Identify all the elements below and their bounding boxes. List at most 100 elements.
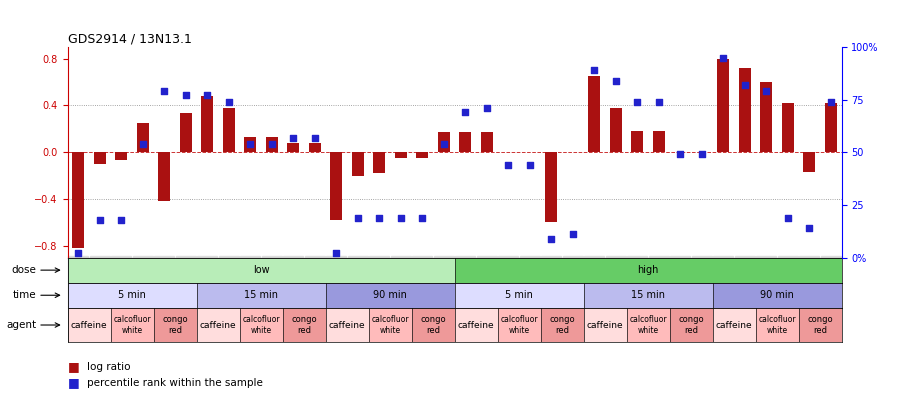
Text: caffeine: caffeine bbox=[458, 320, 494, 330]
Text: log ratio: log ratio bbox=[87, 362, 130, 371]
Bar bbox=[266, 137, 278, 152]
Point bbox=[523, 162, 537, 168]
Point bbox=[136, 141, 150, 147]
Bar bbox=[283, 308, 326, 342]
Bar bbox=[395, 152, 407, 158]
Bar bbox=[798, 308, 842, 342]
Text: calcofluor
white: calcofluor white bbox=[242, 315, 280, 335]
Bar bbox=[713, 283, 842, 308]
Bar bbox=[541, 308, 583, 342]
Bar bbox=[739, 68, 751, 152]
Bar bbox=[583, 283, 713, 308]
Bar bbox=[239, 308, 283, 342]
Bar bbox=[670, 308, 713, 342]
Bar bbox=[180, 113, 192, 152]
Bar bbox=[782, 103, 794, 152]
Text: 90 min: 90 min bbox=[760, 290, 794, 300]
Bar bbox=[154, 308, 196, 342]
Point bbox=[759, 88, 773, 94]
Point bbox=[415, 214, 429, 221]
Bar bbox=[437, 132, 450, 152]
Point bbox=[372, 214, 386, 221]
Point bbox=[501, 162, 516, 168]
Text: congo
red: congo red bbox=[292, 315, 317, 335]
Bar bbox=[760, 82, 772, 152]
Text: GDS2914 / 13N13.1: GDS2914 / 13N13.1 bbox=[68, 33, 192, 46]
Bar bbox=[626, 308, 670, 342]
Bar bbox=[244, 137, 256, 152]
Bar bbox=[824, 103, 837, 152]
Text: caffeine: caffeine bbox=[328, 320, 365, 330]
Text: calcofluor
white: calcofluor white bbox=[629, 315, 667, 335]
Bar bbox=[481, 132, 492, 152]
Bar bbox=[137, 123, 148, 152]
Bar bbox=[610, 108, 622, 152]
Bar bbox=[202, 96, 213, 152]
Point bbox=[565, 231, 580, 238]
Bar bbox=[454, 308, 498, 342]
Point bbox=[544, 235, 558, 242]
Bar bbox=[652, 131, 665, 152]
Point bbox=[716, 54, 731, 61]
Bar bbox=[583, 308, 626, 342]
Point bbox=[436, 141, 451, 147]
Bar bbox=[111, 308, 154, 342]
Point bbox=[178, 92, 193, 99]
Point bbox=[114, 216, 129, 223]
Bar bbox=[326, 308, 368, 342]
Text: congo
red: congo red bbox=[807, 315, 833, 335]
Text: calcofluor
white: calcofluor white bbox=[500, 315, 538, 335]
Text: dose: dose bbox=[12, 265, 37, 275]
Point bbox=[824, 98, 838, 105]
Point bbox=[652, 98, 666, 105]
Point bbox=[200, 92, 214, 99]
Point bbox=[630, 98, 644, 105]
Bar bbox=[352, 152, 364, 176]
Bar bbox=[115, 152, 127, 160]
Text: 15 min: 15 min bbox=[244, 290, 278, 300]
Text: caffeine: caffeine bbox=[200, 320, 237, 330]
Bar bbox=[717, 59, 729, 152]
Text: agent: agent bbox=[6, 320, 37, 330]
Bar bbox=[498, 308, 541, 342]
Bar bbox=[459, 132, 472, 152]
Bar bbox=[713, 308, 755, 342]
Point bbox=[329, 250, 344, 257]
Point bbox=[587, 67, 601, 73]
Bar bbox=[411, 308, 454, 342]
Text: high: high bbox=[637, 265, 659, 275]
Bar bbox=[631, 131, 644, 152]
Bar bbox=[545, 152, 557, 222]
Bar bbox=[72, 152, 85, 248]
Bar bbox=[755, 308, 798, 342]
Point bbox=[157, 88, 171, 94]
Text: percentile rank within the sample: percentile rank within the sample bbox=[87, 378, 263, 388]
Point bbox=[480, 105, 494, 111]
Point bbox=[71, 250, 86, 257]
Point bbox=[265, 141, 279, 147]
Bar bbox=[330, 152, 342, 220]
Text: calcofluor
white: calcofluor white bbox=[113, 315, 151, 335]
Text: 5 min: 5 min bbox=[505, 290, 533, 300]
Point bbox=[286, 134, 301, 141]
Bar bbox=[326, 283, 454, 308]
Bar bbox=[94, 152, 105, 164]
Bar bbox=[68, 308, 111, 342]
Bar bbox=[68, 283, 196, 308]
Bar bbox=[454, 283, 583, 308]
Bar bbox=[804, 152, 815, 172]
Point bbox=[308, 134, 322, 141]
Bar bbox=[589, 76, 600, 152]
Text: low: low bbox=[253, 265, 269, 275]
Point bbox=[780, 214, 795, 221]
Text: caffeine: caffeine bbox=[71, 320, 107, 330]
Bar bbox=[287, 143, 299, 152]
Point bbox=[673, 151, 688, 158]
Point bbox=[243, 141, 257, 147]
Point bbox=[93, 216, 107, 223]
Bar bbox=[417, 152, 428, 158]
Text: caffeine: caffeine bbox=[716, 320, 752, 330]
Bar bbox=[309, 143, 320, 152]
Point bbox=[351, 214, 365, 221]
Bar bbox=[454, 258, 842, 283]
